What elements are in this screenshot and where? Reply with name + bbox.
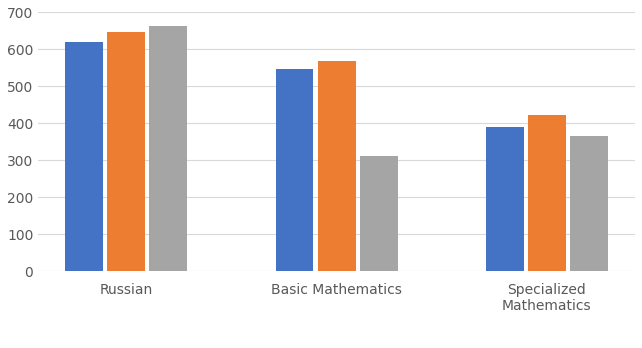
- Bar: [570, 136, 608, 271]
- Bar: [107, 32, 145, 271]
- Bar: [150, 26, 187, 271]
- Bar: [486, 127, 524, 271]
- Bar: [65, 42, 103, 271]
- Bar: [360, 156, 397, 271]
- Bar: [318, 61, 356, 271]
- Bar: [275, 69, 313, 271]
- Bar: [528, 115, 566, 271]
